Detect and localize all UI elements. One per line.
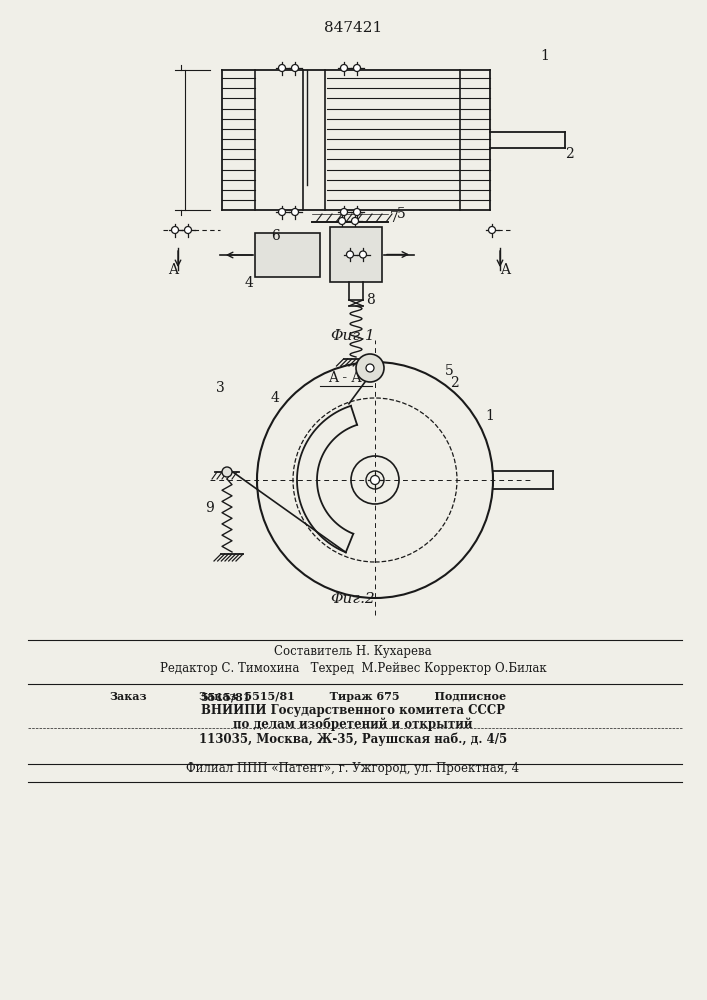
Text: 5: 5: [397, 207, 406, 221]
Text: 3: 3: [216, 381, 224, 395]
Text: 5515/81: 5515/81: [200, 691, 250, 702]
Text: Филиал ППП «Патент», г. Ужгород, ул. Проектная, 4: Филиал ППП «Патент», г. Ужгород, ул. Про…: [187, 762, 520, 775]
Circle shape: [489, 227, 496, 233]
Text: 9: 9: [204, 501, 214, 515]
Circle shape: [341, 64, 348, 72]
Circle shape: [291, 64, 298, 72]
Circle shape: [354, 64, 361, 72]
Circle shape: [185, 227, 192, 233]
Text: 2: 2: [450, 376, 459, 390]
Circle shape: [279, 64, 286, 72]
Text: Заказ: Заказ: [110, 691, 148, 702]
Circle shape: [370, 476, 380, 485]
Text: A: A: [168, 263, 178, 277]
Circle shape: [222, 467, 232, 477]
Bar: [330, 227, 382, 282]
Text: 7: 7: [390, 211, 399, 225]
Circle shape: [279, 209, 286, 216]
Bar: [255, 233, 320, 277]
Circle shape: [366, 364, 374, 372]
Text: 2: 2: [565, 147, 574, 161]
Text: 4: 4: [244, 276, 253, 290]
Text: 5: 5: [445, 364, 454, 378]
Text: 4: 4: [271, 391, 279, 405]
Text: Составитель Н. Кухарева: Составитель Н. Кухарева: [274, 645, 432, 658]
Text: 6: 6: [271, 229, 280, 243]
Circle shape: [339, 218, 346, 225]
Circle shape: [346, 251, 354, 258]
Text: 1: 1: [485, 409, 494, 423]
Text: Φиг.2: Φиг.2: [331, 592, 375, 606]
Text: по делам изобретений и открытий: по делам изобретений и открытий: [233, 718, 473, 731]
Text: A - A: A - A: [328, 371, 362, 385]
Circle shape: [291, 209, 298, 216]
Circle shape: [359, 251, 366, 258]
Circle shape: [354, 209, 361, 216]
Text: 847421: 847421: [324, 21, 382, 35]
Text: Φиг.1: Φиг.1: [331, 329, 375, 343]
Text: 8: 8: [366, 293, 375, 307]
Text: 113035, Москва, Ж-35, Раушская наб., д. 4/5: 113035, Москва, Ж-35, Раушская наб., д. …: [199, 732, 507, 746]
Circle shape: [356, 354, 384, 382]
Text: 1: 1: [541, 49, 549, 63]
Circle shape: [351, 218, 358, 225]
Text: Заказ  5515/81         Тираж 675         Подписное: Заказ 5515/81 Тираж 675 Подписное: [199, 691, 506, 702]
Text: ВНИИПИ Государственного комитета СССР: ВНИИПИ Государственного комитета СССР: [201, 704, 505, 717]
Text: Редактор С. Тимохина   Техред  М.Рейвес Корректор О.Билак: Редактор С. Тимохина Техред М.Рейвес Кор…: [160, 662, 547, 675]
Circle shape: [172, 227, 178, 233]
Text: A: A: [500, 263, 510, 277]
Circle shape: [341, 209, 348, 216]
